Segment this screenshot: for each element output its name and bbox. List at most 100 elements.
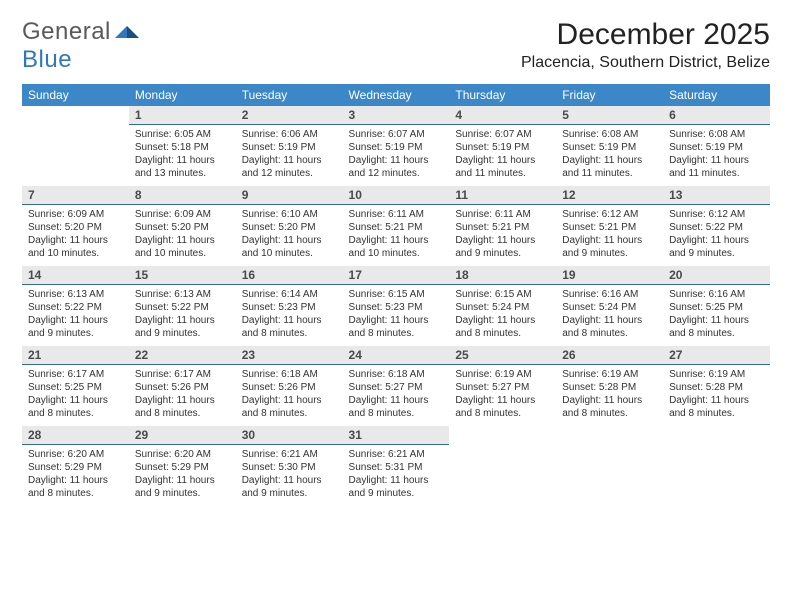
sunrise-line: Sunrise: 6:09 AM (28, 208, 123, 221)
day-number: 20 (663, 266, 770, 285)
calendar-cell (22, 106, 129, 186)
day-body: Sunrise: 6:10 AMSunset: 5:20 PMDaylight:… (236, 205, 343, 266)
daylight-line: Daylight: 11 hours and 8 minutes. (242, 394, 337, 420)
day-number: 26 (556, 346, 663, 365)
sunrise-line: Sunrise: 6:19 AM (455, 368, 550, 381)
day-body: Sunrise: 6:16 AMSunset: 5:24 PMDaylight:… (556, 285, 663, 346)
sunrise-line: Sunrise: 6:19 AM (669, 368, 764, 381)
daylight-line: Daylight: 11 hours and 8 minutes. (562, 314, 657, 340)
sunrise-line: Sunrise: 6:19 AM (562, 368, 657, 381)
sunrise-line: Sunrise: 6:16 AM (562, 288, 657, 301)
sunset-line: Sunset: 5:23 PM (242, 301, 337, 314)
brand-mark-icon (113, 20, 141, 42)
day-number: 17 (343, 266, 450, 285)
sunset-line: Sunset: 5:23 PM (349, 301, 444, 314)
day-body: Sunrise: 6:13 AMSunset: 5:22 PMDaylight:… (22, 285, 129, 346)
day-number: 27 (663, 346, 770, 365)
daylight-line: Daylight: 11 hours and 9 minutes. (135, 474, 230, 500)
calendar-row: 28Sunrise: 6:20 AMSunset: 5:29 PMDayligh… (22, 426, 770, 506)
sunrise-line: Sunrise: 6:20 AM (28, 448, 123, 461)
day-number: 28 (22, 426, 129, 445)
day-body: Sunrise: 6:15 AMSunset: 5:23 PMDaylight:… (343, 285, 450, 346)
daylight-line: Daylight: 11 hours and 9 minutes. (135, 314, 230, 340)
sunset-line: Sunset: 5:19 PM (242, 141, 337, 154)
day-number: 9 (236, 186, 343, 205)
calendar-head: SundayMondayTuesdayWednesdayThursdayFrid… (22, 84, 770, 106)
sunrise-line: Sunrise: 6:06 AM (242, 128, 337, 141)
calendar-row: 7Sunrise: 6:09 AMSunset: 5:20 PMDaylight… (22, 186, 770, 266)
day-number: 3 (343, 106, 450, 125)
daylight-line: Daylight: 11 hours and 10 minutes. (242, 234, 337, 260)
sunset-line: Sunset: 5:22 PM (135, 301, 230, 314)
calendar-cell: 2Sunrise: 6:06 AMSunset: 5:19 PMDaylight… (236, 106, 343, 186)
sunset-line: Sunset: 5:20 PM (135, 221, 230, 234)
brand-text: General Blue (22, 18, 111, 74)
calendar-cell: 12Sunrise: 6:12 AMSunset: 5:21 PMDayligh… (556, 186, 663, 266)
title-block: December 2025 Placencia, Southern Distri… (521, 18, 770, 72)
sunset-line: Sunset: 5:19 PM (349, 141, 444, 154)
calendar-cell: 1Sunrise: 6:05 AMSunset: 5:18 PMDaylight… (129, 106, 236, 186)
daylight-line: Daylight: 11 hours and 9 minutes. (349, 474, 444, 500)
day-number: 19 (556, 266, 663, 285)
day-number: 8 (129, 186, 236, 205)
day-number: 4 (449, 106, 556, 125)
daylight-line: Daylight: 11 hours and 8 minutes. (135, 394, 230, 420)
day-body: Sunrise: 6:19 AMSunset: 5:28 PMDaylight:… (556, 365, 663, 426)
sunrise-line: Sunrise: 6:07 AM (349, 128, 444, 141)
weekday-header: Sunday (22, 84, 129, 106)
daylight-line: Daylight: 11 hours and 9 minutes. (562, 234, 657, 260)
day-number: 16 (236, 266, 343, 285)
day-body: Sunrise: 6:09 AMSunset: 5:20 PMDaylight:… (22, 205, 129, 266)
sunrise-line: Sunrise: 6:08 AM (669, 128, 764, 141)
daylight-line: Daylight: 11 hours and 8 minutes. (349, 314, 444, 340)
calendar-cell: 10Sunrise: 6:11 AMSunset: 5:21 PMDayligh… (343, 186, 450, 266)
sunrise-line: Sunrise: 6:09 AM (135, 208, 230, 221)
daylight-line: Daylight: 11 hours and 11 minutes. (669, 154, 764, 180)
calendar-cell: 11Sunrise: 6:11 AMSunset: 5:21 PMDayligh… (449, 186, 556, 266)
day-body: Sunrise: 6:12 AMSunset: 5:22 PMDaylight:… (663, 205, 770, 266)
sunrise-line: Sunrise: 6:11 AM (349, 208, 444, 221)
sunset-line: Sunset: 5:22 PM (669, 221, 764, 234)
sunrise-line: Sunrise: 6:14 AM (242, 288, 337, 301)
sunrise-line: Sunrise: 6:16 AM (669, 288, 764, 301)
day-number: 1 (129, 106, 236, 125)
sunset-line: Sunset: 5:26 PM (135, 381, 230, 394)
calendar-cell: 6Sunrise: 6:08 AMSunset: 5:19 PMDaylight… (663, 106, 770, 186)
sunset-line: Sunset: 5:20 PM (28, 221, 123, 234)
day-body: Sunrise: 6:07 AMSunset: 5:19 PMDaylight:… (449, 125, 556, 186)
sunrise-line: Sunrise: 6:15 AM (349, 288, 444, 301)
day-body: Sunrise: 6:16 AMSunset: 5:25 PMDaylight:… (663, 285, 770, 346)
calendar-cell: 21Sunrise: 6:17 AMSunset: 5:25 PMDayligh… (22, 346, 129, 426)
day-number: 11 (449, 186, 556, 205)
daylight-line: Daylight: 11 hours and 12 minutes. (242, 154, 337, 180)
calendar-row: 14Sunrise: 6:13 AMSunset: 5:22 PMDayligh… (22, 266, 770, 346)
sunrise-line: Sunrise: 6:10 AM (242, 208, 337, 221)
month-title: December 2025 (521, 18, 770, 52)
sunset-line: Sunset: 5:22 PM (28, 301, 123, 314)
day-number: 23 (236, 346, 343, 365)
sunrise-line: Sunrise: 6:11 AM (455, 208, 550, 221)
sunrise-line: Sunrise: 6:21 AM (349, 448, 444, 461)
calendar-cell (556, 426, 663, 506)
day-body: Sunrise: 6:09 AMSunset: 5:20 PMDaylight:… (129, 205, 236, 266)
calendar-cell (663, 426, 770, 506)
sunrise-line: Sunrise: 6:17 AM (28, 368, 123, 381)
weekday-header: Friday (556, 84, 663, 106)
sunset-line: Sunset: 5:24 PM (562, 301, 657, 314)
day-body: Sunrise: 6:20 AMSunset: 5:29 PMDaylight:… (22, 445, 129, 506)
calendar-cell: 28Sunrise: 6:20 AMSunset: 5:29 PMDayligh… (22, 426, 129, 506)
sunrise-line: Sunrise: 6:21 AM (242, 448, 337, 461)
day-body: Sunrise: 6:11 AMSunset: 5:21 PMDaylight:… (343, 205, 450, 266)
daylight-line: Daylight: 11 hours and 8 minutes. (28, 394, 123, 420)
brand-part2: Blue (22, 46, 72, 73)
day-number: 14 (22, 266, 129, 285)
daylight-line: Daylight: 11 hours and 8 minutes. (349, 394, 444, 420)
day-body: Sunrise: 6:12 AMSunset: 5:21 PMDaylight:… (556, 205, 663, 266)
calendar-cell: 26Sunrise: 6:19 AMSunset: 5:28 PMDayligh… (556, 346, 663, 426)
day-body: Sunrise: 6:19 AMSunset: 5:27 PMDaylight:… (449, 365, 556, 426)
sunset-line: Sunset: 5:20 PM (242, 221, 337, 234)
sunset-line: Sunset: 5:19 PM (562, 141, 657, 154)
sunset-line: Sunset: 5:21 PM (349, 221, 444, 234)
day-number: 25 (449, 346, 556, 365)
sunset-line: Sunset: 5:21 PM (455, 221, 550, 234)
